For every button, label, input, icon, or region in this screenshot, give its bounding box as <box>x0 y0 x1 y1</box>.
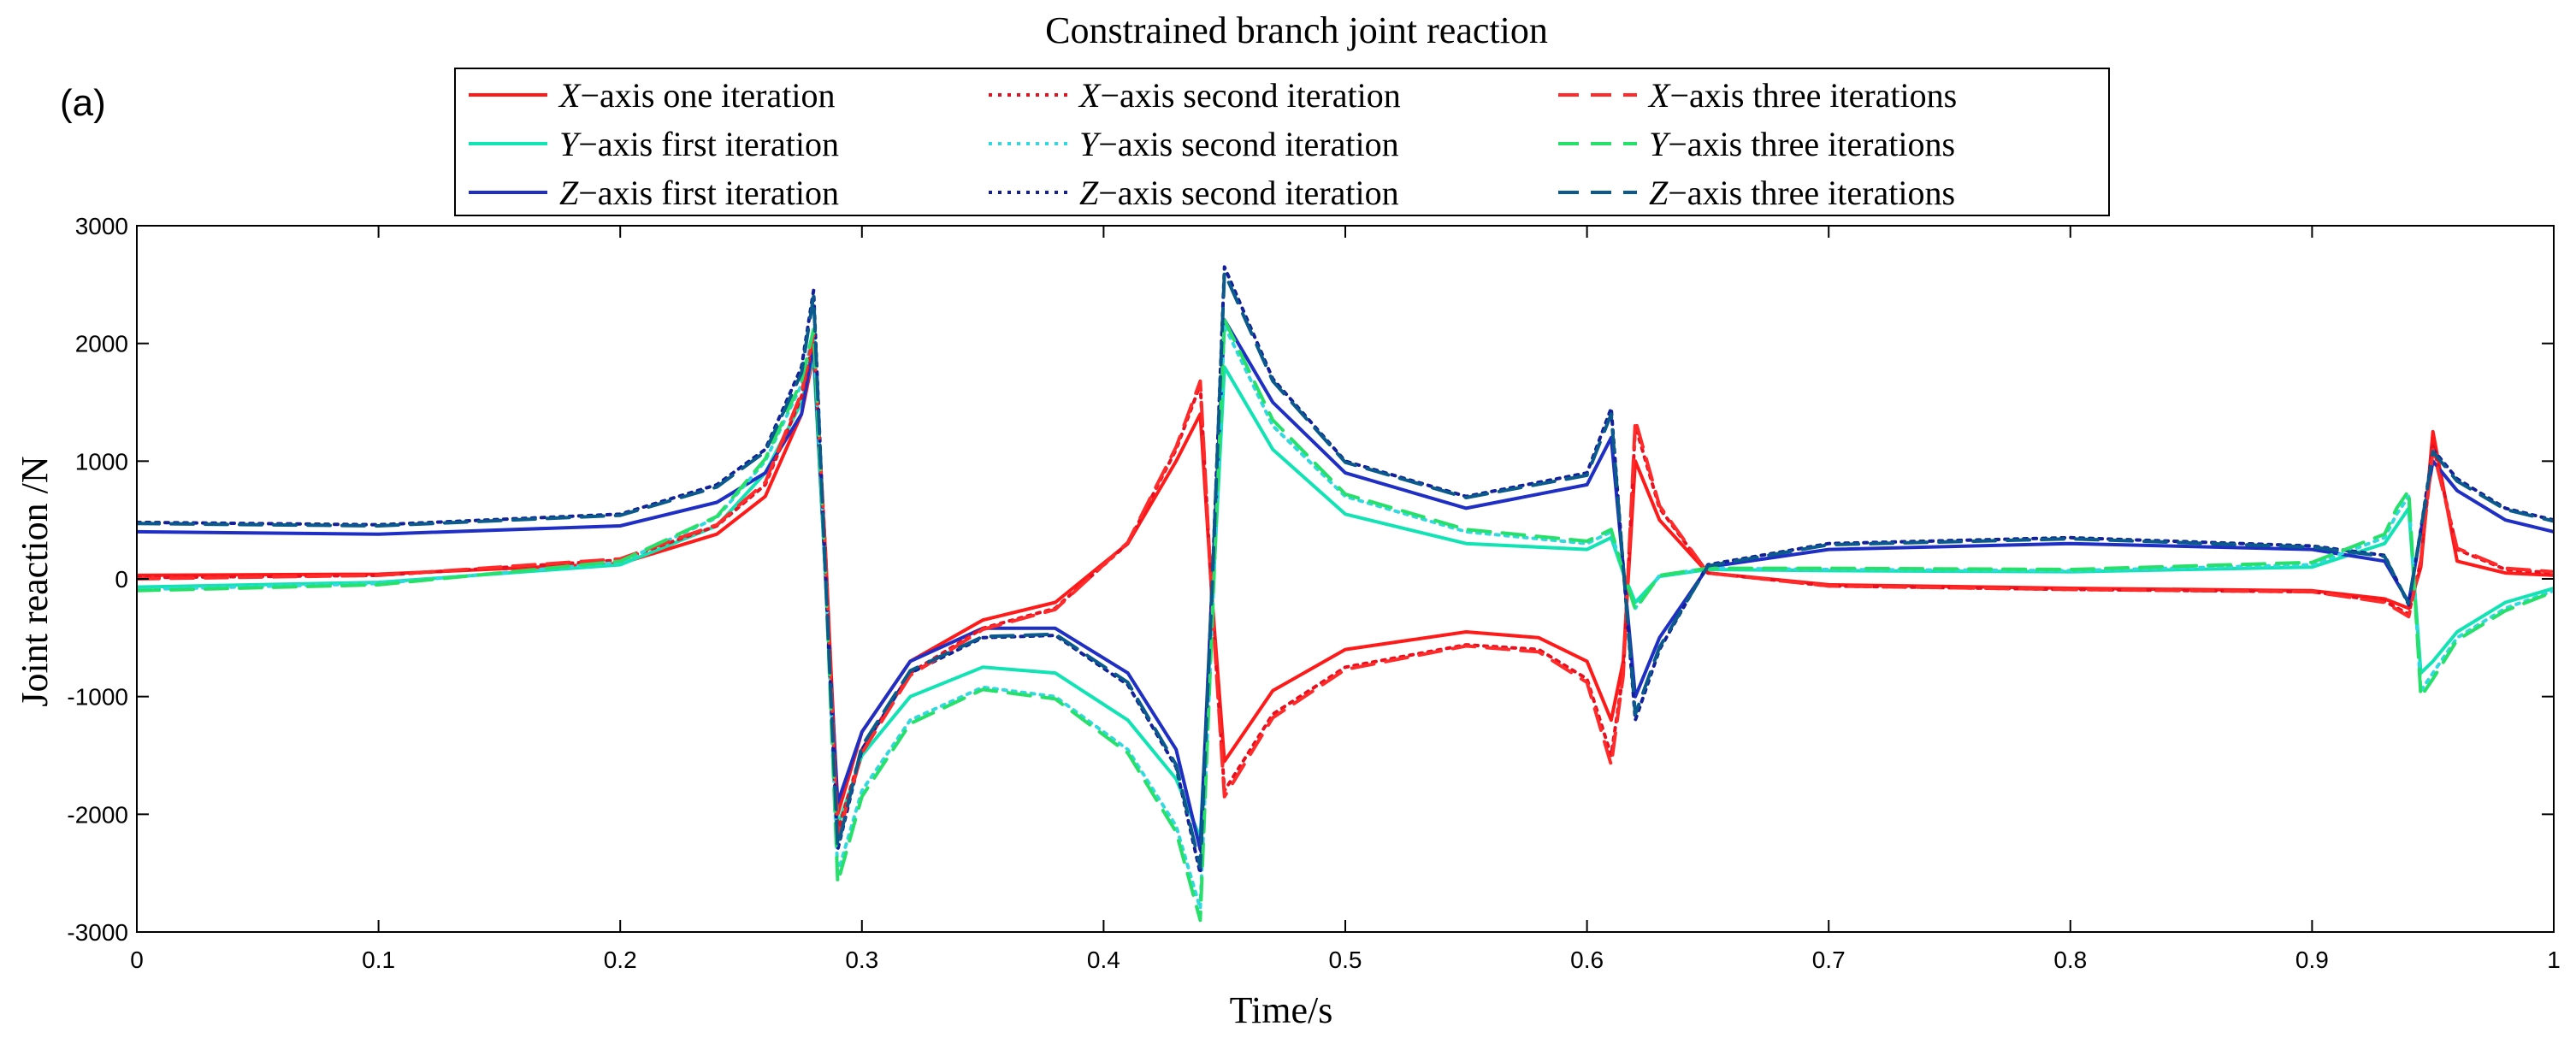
legend-label-8: Y−axis three iterations <box>1649 125 1955 163</box>
legend-axis-var: X <box>1078 76 1102 115</box>
x-tick-label: 0.8 <box>2053 947 2087 973</box>
legend-box <box>454 68 2110 216</box>
x-axis-label: Time/s <box>1230 989 1333 1031</box>
series-line-7 <box>137 332 2554 840</box>
series-line-1 <box>137 353 2554 817</box>
legend-label-7: X−axis three iterations <box>1647 76 1957 115</box>
legend-label-1: X−axis one iteration <box>558 76 835 115</box>
legend-axis-var: Z <box>559 174 579 212</box>
legend-label-5: Y−axis second iteration <box>1079 125 1399 163</box>
y-axis-label: Joint reaction /N <box>14 456 56 706</box>
legend-label-text: −axis first iteration <box>578 174 839 212</box>
series-line-8 <box>137 318 2554 923</box>
legend-axis-var: Y <box>1649 125 1671 163</box>
legend-label-text: −axis second iteration <box>1100 76 1400 115</box>
x-tick-label: 0 <box>130 947 144 973</box>
x-tick-label: 0.4 <box>1087 947 1120 973</box>
y-tick-label: -1000 <box>67 684 128 711</box>
y-tick-label: -3000 <box>67 919 128 946</box>
chart-title: Constrained branch joint reaction <box>1045 9 1548 51</box>
legend-label-text: −axis second iteration <box>1098 174 1398 212</box>
x-tick-label: 0.6 <box>1570 947 1604 973</box>
panel-label: (a) <box>60 82 106 124</box>
x-tick-label: 0.2 <box>604 947 637 973</box>
legend-axis-var: Z <box>1079 174 1099 212</box>
series-line-5 <box>137 324 2554 911</box>
legend-label-text: −axis three iterations <box>1669 76 1957 115</box>
plot-frame <box>136 225 2555 933</box>
x-tick-label: 0.1 <box>362 947 395 973</box>
legend-label-text: −axis one iteration <box>580 76 835 115</box>
x-tick-label: 1 <box>2547 947 2561 973</box>
x-tick-label: 0.3 <box>845 947 878 973</box>
legend-label-2: Y−axis first iteration <box>559 125 839 163</box>
series-line-2 <box>137 353 2554 840</box>
y-tick-label: 2000 <box>75 331 128 357</box>
legend-label-3: Z−axis first iteration <box>559 174 839 212</box>
legend-axis-var: Z <box>1649 174 1669 212</box>
y-tick-label: 3000 <box>75 213 128 239</box>
x-tick-label: 0.7 <box>1812 947 1846 973</box>
legend-axis-var: Y <box>559 125 582 163</box>
legend-label-text: −axis three iterations <box>1668 174 1955 212</box>
x-tick-label: 0.9 <box>2295 947 2329 973</box>
series-line-9 <box>137 271 2554 870</box>
series-layer <box>137 265 2554 923</box>
legend-label-4: X−axis second iteration <box>1078 76 1401 115</box>
y-tick-label: -2000 <box>67 801 128 828</box>
legend-label-text: −axis three iterations <box>1668 125 1955 163</box>
legend-label-9: Z−axis three iterations <box>1649 174 1955 212</box>
legend-axis-var: Y <box>1079 125 1102 163</box>
legend-label-6: Z−axis second iteration <box>1079 174 1399 212</box>
series-line-4 <box>137 335 2554 834</box>
plot-area: 0 0.1 0.2 0.3 0.4 0.5 0.6 0.7 0.8 0.9 1 -3000 -2000… <box>67 213 2560 973</box>
legend-label-text: −axis second iteration <box>1098 125 1398 163</box>
legend-axis-var: X <box>558 76 582 115</box>
y-tick-label: 0 <box>115 566 128 593</box>
y-tick-label: 1000 <box>75 448 128 475</box>
y-axis: -3000 -2000 -1000 0 1000 2000 3000 <box>67 213 2554 946</box>
legend-axis-var: X <box>1647 76 1671 115</box>
x-tick-label: 0.5 <box>1329 947 1362 973</box>
series-line-3 <box>137 318 2554 852</box>
legend-label-text: −axis first iteration <box>578 125 839 163</box>
x-axis: 0 0.1 0.2 0.3 0.4 0.5 0.6 0.7 0.8 0.9 1 <box>130 226 2561 973</box>
